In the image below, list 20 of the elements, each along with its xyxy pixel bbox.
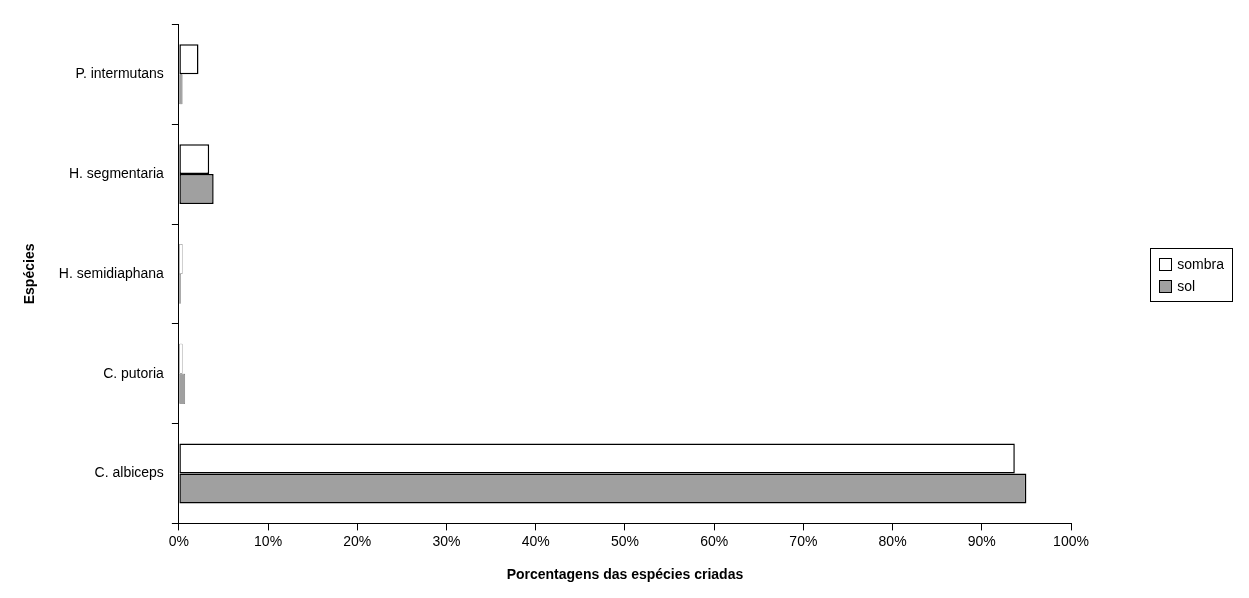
- x-tick-label: 40%: [521, 532, 550, 549]
- y-axis-title: Espécies: [21, 243, 38, 305]
- x-tick-label: 20%: [343, 532, 372, 549]
- x-tick-label: 60%: [700, 532, 729, 549]
- x-tick-label: 70%: [789, 532, 818, 549]
- x-tick-label: 50%: [610, 532, 639, 549]
- text: sombra: [1177, 255, 1224, 274]
- x-tick-label: 100%: [1053, 532, 1089, 549]
- y-tick-label: H. segmentaria: [68, 164, 165, 181]
- x-axis-title: Porcentagens das espécies criadas: [506, 566, 744, 583]
- y-tick-label: C. albiceps: [94, 464, 164, 481]
- y-tick-label: C. putoria: [103, 364, 165, 381]
- x-tick-label: 10%: [254, 532, 283, 549]
- x-tick-label: 90%: [967, 532, 996, 549]
- legend-label: sol: [1177, 277, 1196, 296]
- y-tick-label: P. intermutans: [75, 65, 164, 82]
- x-tick-label: 30%: [432, 532, 461, 549]
- x-tick-label: 80%: [878, 532, 907, 549]
- y-tick-label: H. semidiaphana: [58, 264, 165, 281]
- x-tick-label: 0%: [168, 532, 189, 549]
